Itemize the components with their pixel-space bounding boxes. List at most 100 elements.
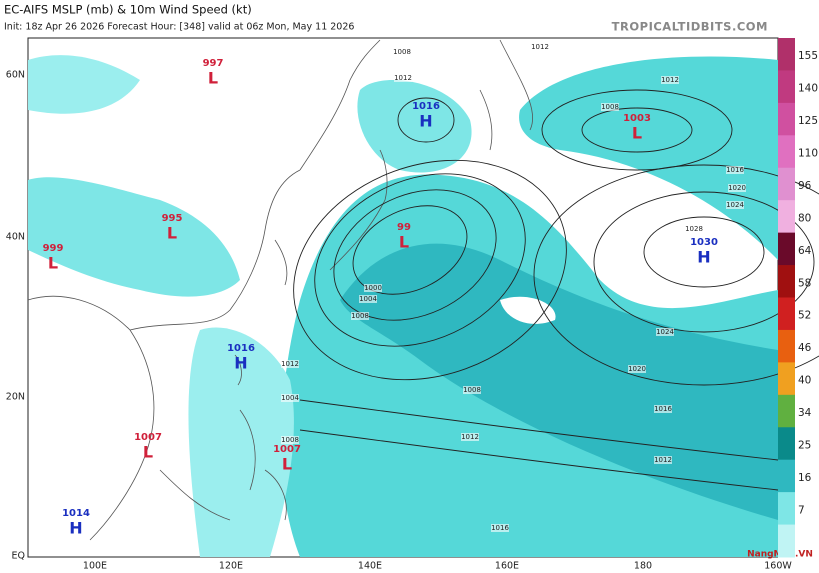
colorbar-label: 46 <box>798 342 812 354</box>
isobar-label-bg <box>726 166 744 174</box>
colorbar-label: 110 <box>798 148 818 160</box>
isobar-label: 1004 <box>359 295 377 303</box>
site-credit: TROPICALTIDBITS.COM <box>612 20 768 34</box>
center-symbol: H <box>234 354 247 373</box>
colorbar-segment <box>778 167 795 201</box>
center-symbol: L <box>632 124 642 143</box>
isobar-label: 1012 <box>654 456 672 464</box>
center-pressure: 1007 <box>273 444 301 455</box>
colorbar-segment <box>778 329 795 363</box>
center-symbol: H <box>419 112 432 131</box>
isobar-label: 1008 <box>281 436 299 444</box>
isobar-label: 1008 <box>393 48 411 56</box>
center-symbol: L <box>143 443 153 462</box>
center-symbol: L <box>208 69 218 88</box>
colorbar-label: 25 <box>798 439 811 451</box>
center-pressure: 1007 <box>134 432 162 443</box>
isobar-label: 1008 <box>601 103 619 111</box>
isobar-label-bg <box>359 295 377 303</box>
isobar-label-bg <box>654 456 672 464</box>
center-pressure: 99 <box>397 222 411 233</box>
colorbar-segment <box>778 362 795 396</box>
isobar-label: 1008 <box>463 386 481 394</box>
isobar-label: 1020 <box>728 184 746 192</box>
isobar-label-bg <box>351 312 369 320</box>
lon-label: 180 <box>634 561 652 572</box>
colorbar-segment <box>778 70 795 104</box>
colorbar-segment <box>778 427 795 461</box>
isobar-label-bg <box>394 74 412 82</box>
isobar-label-bg <box>685 225 703 233</box>
isobar-label: 1024 <box>726 201 744 209</box>
lon-label: 100E <box>83 561 107 572</box>
center-symbol: H <box>69 519 82 538</box>
isobars <box>293 89 819 491</box>
center-pressure: 995 <box>162 213 183 224</box>
center-pressure: 999 <box>43 243 64 254</box>
isobar-label: 1012 <box>281 360 299 368</box>
colorbar-label: 16 <box>798 472 812 484</box>
lon-label: 140E <box>358 561 382 572</box>
isobar-label-bg <box>728 184 746 192</box>
center-symbol: L <box>48 254 58 273</box>
colorbar-segment <box>778 265 795 298</box>
isobar-label-bg <box>726 201 744 209</box>
colorbar-label: 96 <box>798 180 812 192</box>
wind-shading <box>28 55 778 557</box>
center-symbol: H <box>697 248 710 267</box>
colorbar-segment <box>778 102 795 136</box>
lat-label: EQ <box>12 551 25 562</box>
colorbar-label: 155 <box>798 50 818 62</box>
colorbar-label: 7 <box>798 504 805 516</box>
colorbar-label: 40 <box>798 375 811 387</box>
colorbar-label: 140 <box>798 83 818 95</box>
subtitle: Init: 18z Apr 26 2026 Forecast Hour: [34… <box>4 22 354 33</box>
colorbar-segment <box>778 297 795 331</box>
isobar-label-bg <box>656 328 674 336</box>
lat-label: 60N <box>6 70 25 81</box>
isobar-label-bg <box>628 365 646 373</box>
colorbar-label: 125 <box>798 115 818 127</box>
isobar-label-bg <box>281 436 299 444</box>
lon-label: 120E <box>219 561 243 572</box>
isobar-label-bg <box>491 524 509 532</box>
center-symbol: L <box>167 224 177 243</box>
center-pressure: 997 <box>203 58 224 69</box>
center-pressure: 1016 <box>412 101 440 112</box>
isobar-label: 1016 <box>654 405 672 413</box>
isobar-label: 1016 <box>726 166 744 174</box>
lon-label: 160W <box>764 561 792 572</box>
colorbar-segment <box>778 135 795 169</box>
colorbar-segment <box>778 200 795 234</box>
isobar-label-bg <box>654 405 672 413</box>
isobar-label: 1012 <box>394 74 412 82</box>
colorbar-segment <box>778 394 795 428</box>
isobar-label-bg <box>461 433 479 441</box>
colorbar-label: 34 <box>798 407 812 419</box>
center-pressure: 1003 <box>623 113 651 124</box>
center-symbol: L <box>282 455 292 474</box>
center-pressure: 1030 <box>690 237 718 248</box>
isobar-label: 1024 <box>656 328 674 336</box>
lat-label: 40N <box>6 232 25 243</box>
center-pressure: 1016 <box>227 343 255 354</box>
isobar-label-bg <box>531 43 549 51</box>
colorbar-segment <box>778 38 795 71</box>
isobar-label-bg <box>661 76 679 84</box>
isobar-label: 1008 <box>351 312 369 320</box>
colorbar-segment <box>778 492 795 526</box>
colorbar-label: 58 <box>798 277 811 289</box>
isobar-label: 1012 <box>531 43 549 51</box>
isobar-label-bg <box>463 386 481 394</box>
isobar-label: 1004 <box>281 394 299 402</box>
colorbar-label: 64 <box>798 245 812 257</box>
colorbar-segment <box>778 524 795 558</box>
colorbar-label: 80 <box>798 212 811 224</box>
isobar-label-bg <box>281 360 299 368</box>
colorbar-segment <box>778 459 795 493</box>
isobar-label: 1020 <box>628 365 646 373</box>
lat-label: 20N <box>6 392 25 403</box>
isobar-label: 1016 <box>491 524 509 532</box>
isobar-label-bg <box>601 103 619 111</box>
